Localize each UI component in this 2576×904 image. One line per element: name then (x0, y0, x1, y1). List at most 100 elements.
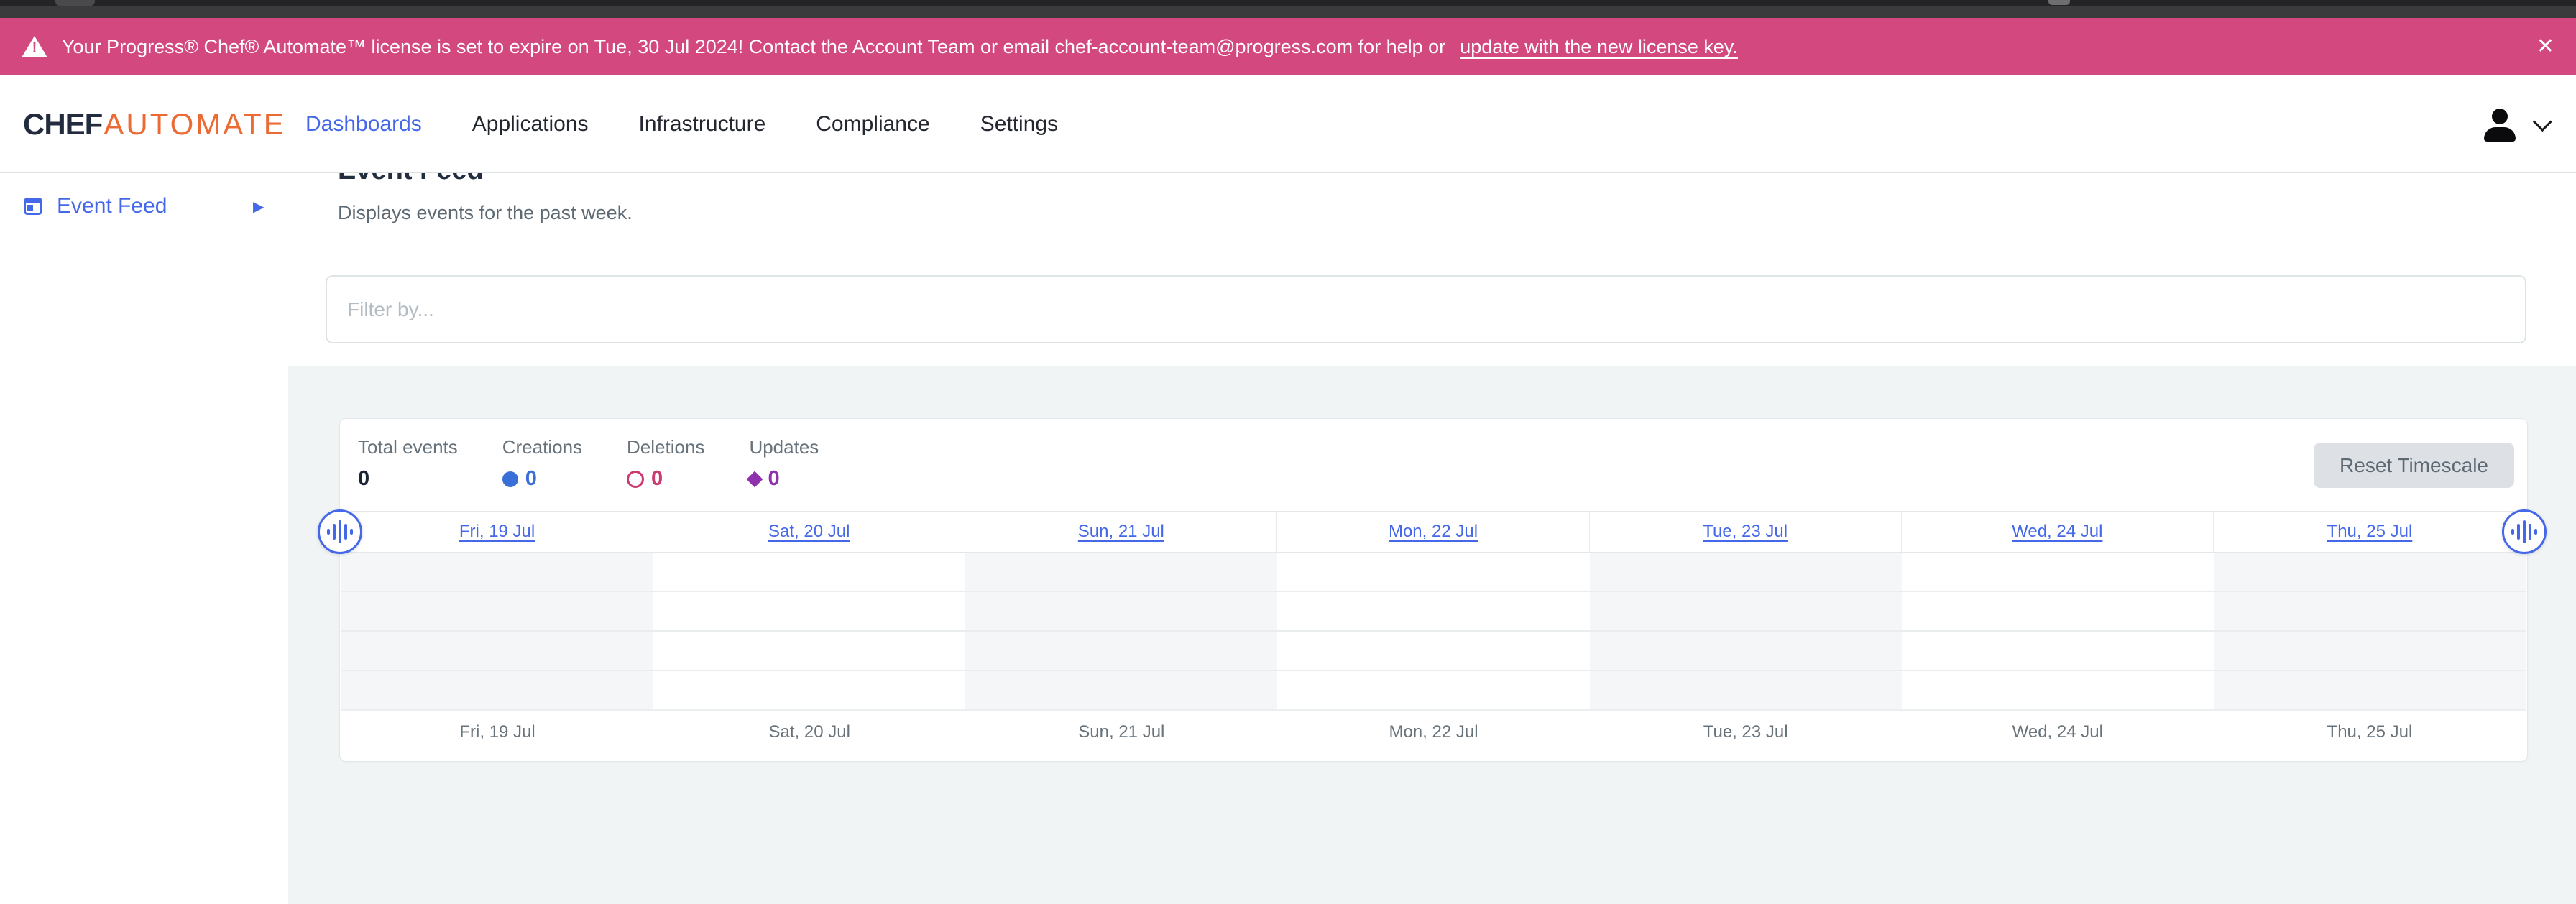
sidebar-item-label: Event Feed (57, 194, 167, 218)
timescale-handle-right[interactable] (2502, 509, 2547, 554)
nav-compliance[interactable]: Compliance (816, 111, 930, 136)
timeline-cell (965, 671, 1278, 711)
timeline-cell (965, 632, 1278, 671)
user-menu[interactable] (2483, 75, 2552, 172)
stat-label: Deletions (627, 436, 705, 458)
stat-value: 0 (358, 467, 370, 490)
timeline-cell (341, 632, 654, 671)
stat-label: Creations (502, 436, 583, 458)
nav-applications[interactable]: Applications (472, 111, 589, 136)
banner-close-icon[interactable]: ✕ (2536, 34, 2554, 58)
timeline-cell (341, 671, 654, 711)
stat-updates: Updates 0 (747, 436, 819, 491)
timeline-cell (2213, 671, 2526, 711)
logo-chef-text: CHEF (23, 106, 103, 141)
timeline-day-column (2213, 553, 2526, 711)
chef-automate-logo[interactable]: CHEF AUTOMATE (23, 75, 286, 172)
timeline-day-label: Thu, 25 Jul (2327, 722, 2413, 742)
timeline-day-link[interactable]: Tue, 23 Jul (1703, 522, 1788, 541)
timeline-cell (1901, 671, 2214, 711)
filter-input[interactable] (326, 275, 2526, 343)
nav-settings[interactable]: Settings (980, 111, 1059, 136)
timeline-day-link[interactable]: Thu, 25 Jul (2327, 522, 2413, 541)
timeline-day-link[interactable]: Fri, 19 Jul (459, 522, 535, 541)
timeline-day-column (341, 553, 654, 711)
timeline-day-link[interactable]: Wed, 24 Jul (2012, 522, 2103, 541)
timeline-day-link[interactable]: Mon, 22 Jul (1388, 522, 1478, 541)
timeline-cell (1589, 592, 1902, 632)
stats-row: Total events 0 Creations 0 Deletions 0 Updates… (358, 436, 819, 491)
timeline-day-label: Mon, 22 Jul (1389, 722, 1478, 742)
timeline-cell (2213, 553, 2526, 592)
nav-dashboards[interactable]: Dashboards (305, 111, 422, 136)
timeline-day-column (1277, 553, 1590, 711)
reset-timescale-button[interactable]: Reset Timescale (2314, 443, 2514, 488)
diamond-marker-icon (747, 471, 763, 487)
content-background: Total events 0 Creations 0 Deletions 0 Updates… (288, 366, 2576, 904)
stat-total-events: Total events 0 (358, 436, 458, 491)
timeline-cell (341, 553, 654, 592)
stat-value: 0 (768, 467, 780, 490)
license-banner: Your Progress® Chef® Automate™ license i… (0, 18, 2576, 75)
browser-chrome-blob (2048, 0, 2070, 5)
timeline-cell (1277, 671, 1590, 711)
stat-value: 0 (651, 467, 663, 490)
timeline-cell (2213, 632, 2526, 671)
logo-automate-text: AUTOMATE (104, 106, 286, 141)
timeline-cell (1589, 553, 1902, 592)
timeline-cell (965, 592, 1278, 632)
timeline-cell (653, 671, 966, 711)
timeline-day-column (1901, 553, 2214, 711)
main-navigation: Dashboards Applications Infrastructure Comp… (305, 75, 1058, 172)
header-divider (0, 172, 2576, 173)
sidebar: Event Feed ▶ (0, 173, 288, 904)
timeline-cell (1277, 592, 1590, 632)
user-profile-icon[interactable] (2483, 108, 2516, 142)
stat-label: Total events (358, 436, 458, 458)
event-feed-card: Total events 0 Creations 0 Deletions 0 Updates… (318, 418, 2547, 762)
license-banner-message: Your Progress® Chef® Automate™ license i… (62, 35, 1446, 57)
timeline-cell (1589, 632, 1902, 671)
chevron-down-icon[interactable] (2532, 112, 2552, 132)
timeline-cell (965, 553, 1278, 592)
dot-marker-icon (502, 471, 518, 487)
timeline-cell (1277, 632, 1590, 671)
stat-creations: Creations 0 (502, 436, 582, 491)
ring-marker-icon (627, 470, 645, 488)
nav-infrastructure[interactable]: Infrastructure (638, 111, 766, 136)
timeline-day-label: Tue, 23 Jul (1703, 722, 1788, 742)
main-content: Event Feed Displays events for the past … (288, 173, 2576, 904)
timeline-day-label: Sun, 21 Jul (1078, 722, 1165, 742)
timescale-handle-left[interactable] (318, 509, 362, 554)
timeline-cell (1901, 592, 2214, 632)
timeline-cell (653, 632, 966, 671)
timeline-footer-row: Fri, 19 Jul Sat, 20 Jul Sun, 21 Jul Mon, 22… (341, 711, 2526, 761)
timeline-cell (341, 592, 654, 632)
stat-label: Updates (749, 436, 819, 458)
chevron-right-icon: ▶ (253, 198, 264, 215)
browser-chrome-bar (0, 0, 2576, 18)
timeline-day-label: Fri, 19 Jul (459, 722, 535, 742)
sidebar-item-event-feed[interactable]: Event Feed ▶ (0, 183, 287, 229)
warning-triangle-icon (22, 36, 47, 57)
timeline-day-label: Wed, 24 Jul (2012, 722, 2103, 742)
timeline-day-link[interactable]: Sat, 20 Jul (768, 522, 850, 541)
timeline-cell (653, 592, 966, 632)
timeline-grid (341, 553, 2526, 711)
browser-tab-hint (55, 0, 95, 6)
timeline-cell (1589, 671, 1902, 711)
timeline-day-column (653, 553, 966, 711)
browser-chrome-topstrip (0, 0, 2576, 6)
update-license-link[interactable]: update with the new license key. (1460, 35, 1738, 57)
timeline-day-link[interactable]: Sun, 21 Jul (1077, 522, 1164, 541)
app-header: CHEF AUTOMATE Dashboards Applications Infr… (0, 75, 2576, 172)
calendar-icon (24, 198, 42, 215)
stat-value: 0 (525, 467, 537, 490)
page-title: Event Feed (338, 173, 484, 185)
timeline-day-label: Sat, 20 Jul (768, 722, 850, 742)
timeline-cell (1901, 632, 2214, 671)
timeline-day-column (1589, 553, 1902, 711)
timeline-header-row: Fri, 19 Jul Sat, 20 Jul Sun, 21 Jul Mon, 22… (341, 511, 2526, 553)
timeline-cell (1901, 553, 2214, 592)
stat-deletions: Deletions 0 (627, 436, 704, 491)
